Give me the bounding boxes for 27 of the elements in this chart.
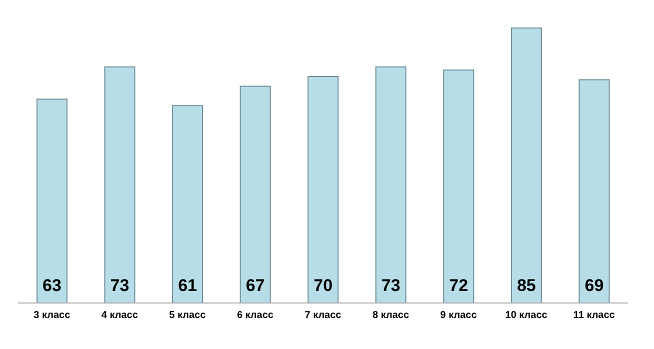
x-tick-label: 11 класс [573,310,616,322]
bar [375,66,406,304]
x-tick-label: 4 класс [101,310,138,322]
x-tick-label: 3 класс [34,310,71,322]
x-tick-label: 5 класс [169,310,206,322]
data-label: 72 [449,276,468,295]
bar [308,76,339,304]
data-label: 70 [314,276,333,295]
bar [578,79,610,304]
bar [36,98,68,304]
data-label: 69 [584,276,604,295]
bar [443,70,474,304]
data-label: 73 [381,276,400,295]
x-tick-label: 9 класс [440,310,478,322]
data-label: 73 [110,276,130,295]
bar [240,86,271,304]
bar [104,66,136,304]
data-label: 67 [246,276,265,295]
x-tick-label: 6 класс [236,310,274,322]
data-label: 63 [42,276,62,295]
bar [510,28,542,304]
data-label: 85 [516,276,536,295]
x-tick-label: 7 класс [304,310,342,322]
bar [172,105,204,304]
x-tick-label: 8 класс [372,310,410,322]
x-tick-label: 10 класс [505,310,548,322]
data-label: 61 [178,276,197,295]
